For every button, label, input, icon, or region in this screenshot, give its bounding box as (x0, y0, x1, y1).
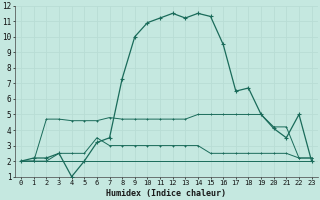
X-axis label: Humidex (Indice chaleur): Humidex (Indice chaleur) (106, 189, 226, 198)
